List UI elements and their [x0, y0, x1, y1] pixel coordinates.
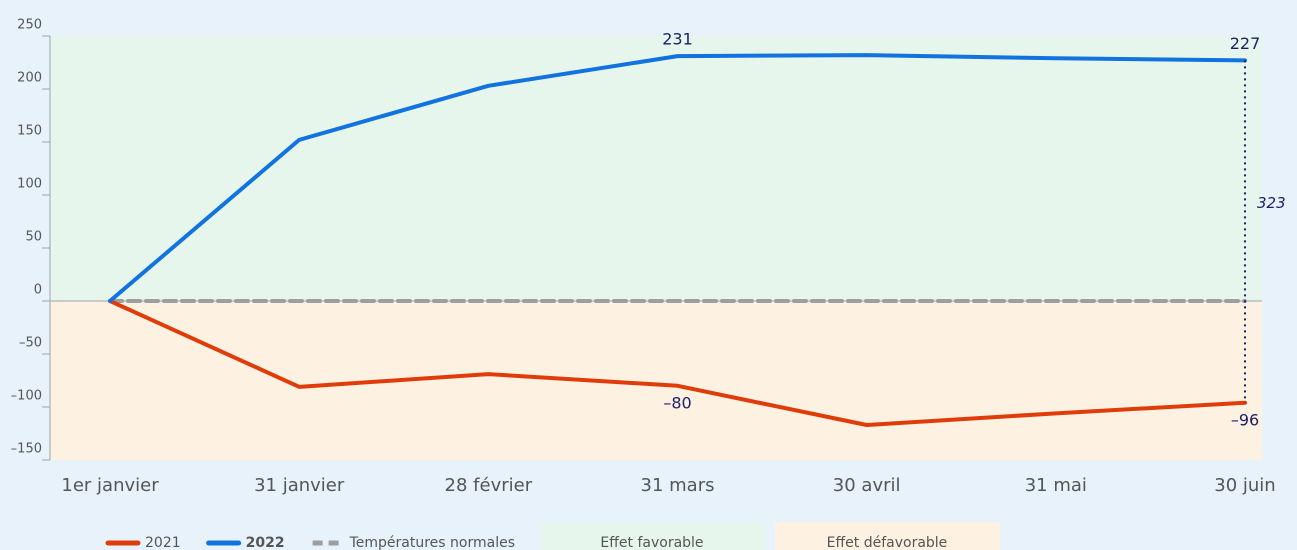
legend-region [775, 522, 1000, 550]
x-tick-label: 1er janvier [61, 475, 159, 496]
line-series [108, 299, 1247, 428]
x-tick-label: 30 avril [833, 475, 901, 496]
line-series [108, 53, 1247, 303]
legend-region-label: Effet favorable [600, 535, 703, 550]
x-tick-label: 30 juin [1214, 475, 1275, 496]
y-tick-label: 150 [17, 124, 42, 139]
data-label: –96 [1231, 410, 1259, 429]
data-label: 227 [1230, 34, 1261, 53]
x-tick-label: 31 mars [641, 475, 715, 496]
data-label: –80 [663, 393, 691, 412]
y-tick-label: –150 [11, 442, 42, 457]
legend-label: Températures normales [349, 535, 515, 550]
y-tick-label: 200 [17, 71, 42, 86]
difference-label: 323 [1257, 194, 1286, 212]
y-tick-label: 50 [25, 230, 42, 245]
x-tick-label: 28 février [445, 475, 533, 496]
region [50, 36, 1262, 301]
data-label: 231 [662, 30, 693, 49]
legend-label: 2022 [246, 535, 285, 550]
y-tick-label: 100 [17, 177, 42, 192]
legend-region [540, 522, 765, 550]
y-tick-label: 0 [34, 283, 42, 298]
y-tick-label: –50 [19, 336, 42, 351]
y-tick-label: –100 [11, 389, 42, 404]
legend-label: 2021 [145, 535, 181, 550]
x-tick-label: 31 mai [1025, 475, 1087, 496]
y-tick-label: 250 [17, 18, 42, 33]
x-tick-label: 31 janvier [254, 475, 345, 496]
region [50, 301, 1262, 460]
legend-region-label: Effet défavorable [827, 535, 948, 550]
